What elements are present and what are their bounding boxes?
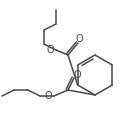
Text: O: O — [75, 34, 83, 44]
Text: O: O — [46, 45, 54, 55]
Text: O: O — [44, 91, 52, 101]
Text: O: O — [73, 70, 81, 80]
